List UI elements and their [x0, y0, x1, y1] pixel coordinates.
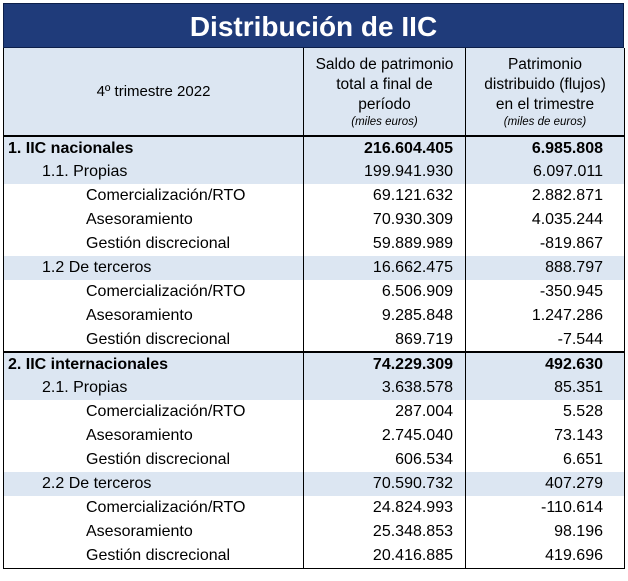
row-label: Gestión discrecional: [3, 328, 304, 352]
table-row: Comercialización/RTO 287.004 5.528: [3, 400, 625, 424]
saldo-cell: 869.719: [303, 328, 466, 352]
row-label: Asesoramiento: [3, 304, 304, 328]
saldo-cell: 2.745.040: [303, 424, 466, 448]
table-row: 2.2 De terceros 70.590.732 407.279: [3, 472, 625, 496]
saldo-cell: 9.285.848: [303, 304, 466, 328]
flujos-cell: 6.985.808: [465, 136, 625, 160]
saldo-cell: 216.604.405: [303, 136, 466, 160]
table-row: 2. IIC internacionales 74.229.309 492.63…: [3, 351, 625, 376]
table-row: Gestión discrecional 20.416.885 419.696: [3, 544, 625, 569]
saldo-header-line: total a final de: [336, 75, 433, 93]
row-label: 1. IIC nacionales: [3, 136, 304, 160]
row-label: 2. IIC internacionales: [3, 351, 304, 376]
row-label: Comercialización/RTO: [3, 496, 304, 520]
flujos-cell: 6.651: [465, 448, 625, 472]
row-label: Asesoramiento: [3, 424, 304, 448]
flujos-cell: -819.867: [465, 232, 625, 256]
table-row: Gestión discrecional 59.889.989 -819.867: [3, 232, 625, 256]
table-row: Asesoramiento 9.285.848 1.247.286: [3, 304, 625, 328]
saldo-header-line: período: [358, 95, 411, 113]
flujos-unit-label: (miles de euros): [503, 115, 587, 128]
saldo-cell: 25.348.853: [303, 520, 466, 544]
saldo-cell: 6.506.909: [303, 280, 466, 304]
saldo-header-line: Saldo de patrimonio: [315, 55, 454, 73]
table-row: 2.1. Propias 3.638.578 85.351: [3, 376, 625, 400]
table-row: Asesoramiento 25.348.853 98.196: [3, 520, 625, 544]
flujos-header-line: en el trimestre: [495, 95, 595, 113]
saldo-cell: 59.889.989: [303, 232, 466, 256]
flujos-cell: -7.544: [465, 328, 625, 352]
table-row: Asesoramiento 70.930.309 4.035.244: [3, 208, 625, 232]
flujos-header-line: distribuido (flujos): [484, 75, 606, 93]
flujos-cell: 2.882.871: [465, 184, 625, 208]
flujos-cell: -350.945: [465, 280, 625, 304]
row-label: 1.1. Propias: [3, 160, 304, 184]
period-header: 4º trimestre 2022: [3, 48, 304, 137]
row-label: Asesoramiento: [3, 520, 304, 544]
flujos-cell: 4.035.244: [465, 208, 625, 232]
flujos-cell: 6.097.011: [465, 160, 625, 184]
row-label: Asesoramiento: [3, 208, 304, 232]
table-row: Gestión discrecional 869.719 -7.544: [3, 328, 625, 352]
saldo-cell: 606.534: [303, 448, 466, 472]
saldo-cell: 70.590.732: [303, 472, 466, 496]
saldo-cell: 69.121.632: [303, 184, 466, 208]
saldo-cell: 20.416.885: [303, 544, 466, 569]
flujos-cell: 5.528: [465, 400, 625, 424]
flujos-column-header: Patrimonio distribuido (flujos) en el tr…: [465, 48, 625, 137]
table-row: Gestión discrecional 606.534 6.651: [3, 448, 625, 472]
saldo-cell: 24.824.993: [303, 496, 466, 520]
row-label: 1.2 De terceros: [3, 256, 304, 280]
table-title: Distribución de IIC: [3, 3, 624, 48]
flujos-header-line: Patrimonio: [507, 55, 583, 73]
flujos-cell: 1.247.286: [465, 304, 625, 328]
table-header-row: 4º trimestre 2022 Saldo de patrimonio to…: [3, 48, 625, 137]
flujos-cell: 73.143: [465, 424, 625, 448]
row-label: Gestión discrecional: [3, 232, 304, 256]
saldo-cell: 287.004: [303, 400, 466, 424]
table-row: 1.2 De terceros 16.662.475 888.797: [3, 256, 625, 280]
flujos-cell: 492.630: [465, 351, 625, 376]
row-label: 2.1. Propias: [3, 376, 304, 400]
saldo-cell: 74.229.309: [303, 351, 466, 376]
iic-distribution-table-wrapper: Distribución de IIC 4º trimestre 2022 Sa…: [3, 3, 625, 569]
table-row: 1. IIC nacionales 216.604.405 6.985.808: [3, 136, 625, 160]
saldo-cell: 3.638.578: [303, 376, 466, 400]
row-label: Comercialización/RTO: [3, 400, 304, 424]
table-row: 1.1. Propias 199.941.930 6.097.011: [3, 160, 625, 184]
table-row: Comercialización/RTO 6.506.909 -350.945: [3, 280, 625, 304]
saldo-cell: 16.662.475: [303, 256, 466, 280]
saldo-column-header: Saldo de patrimonio total a final de per…: [303, 48, 466, 137]
table-row: Asesoramiento 2.745.040 73.143: [3, 424, 625, 448]
flujos-cell: -110.614: [465, 496, 625, 520]
row-label: Comercialización/RTO: [3, 280, 304, 304]
saldo-cell: 199.941.930: [303, 160, 466, 184]
saldo-unit-label: (miles euros): [351, 115, 418, 128]
flujos-cell: 85.351: [465, 376, 625, 400]
row-label: Comercialización/RTO: [3, 184, 304, 208]
flujos-cell: 419.696: [465, 544, 625, 569]
row-label: 2.2 De terceros: [3, 472, 304, 496]
table-row: Comercialización/RTO 69.121.632 2.882.87…: [3, 184, 625, 208]
iic-distribution-table: 4º trimestre 2022 Saldo de patrimonio to…: [3, 48, 625, 569]
row-label: Gestión discrecional: [3, 544, 304, 569]
table-row: Comercialización/RTO 24.824.993 -110.614: [3, 496, 625, 520]
flujos-cell: 98.196: [465, 520, 625, 544]
saldo-cell: 70.930.309: [303, 208, 466, 232]
flujos-cell: 888.797: [465, 256, 625, 280]
flujos-cell: 407.279: [465, 472, 625, 496]
row-label: Gestión discrecional: [3, 448, 304, 472]
